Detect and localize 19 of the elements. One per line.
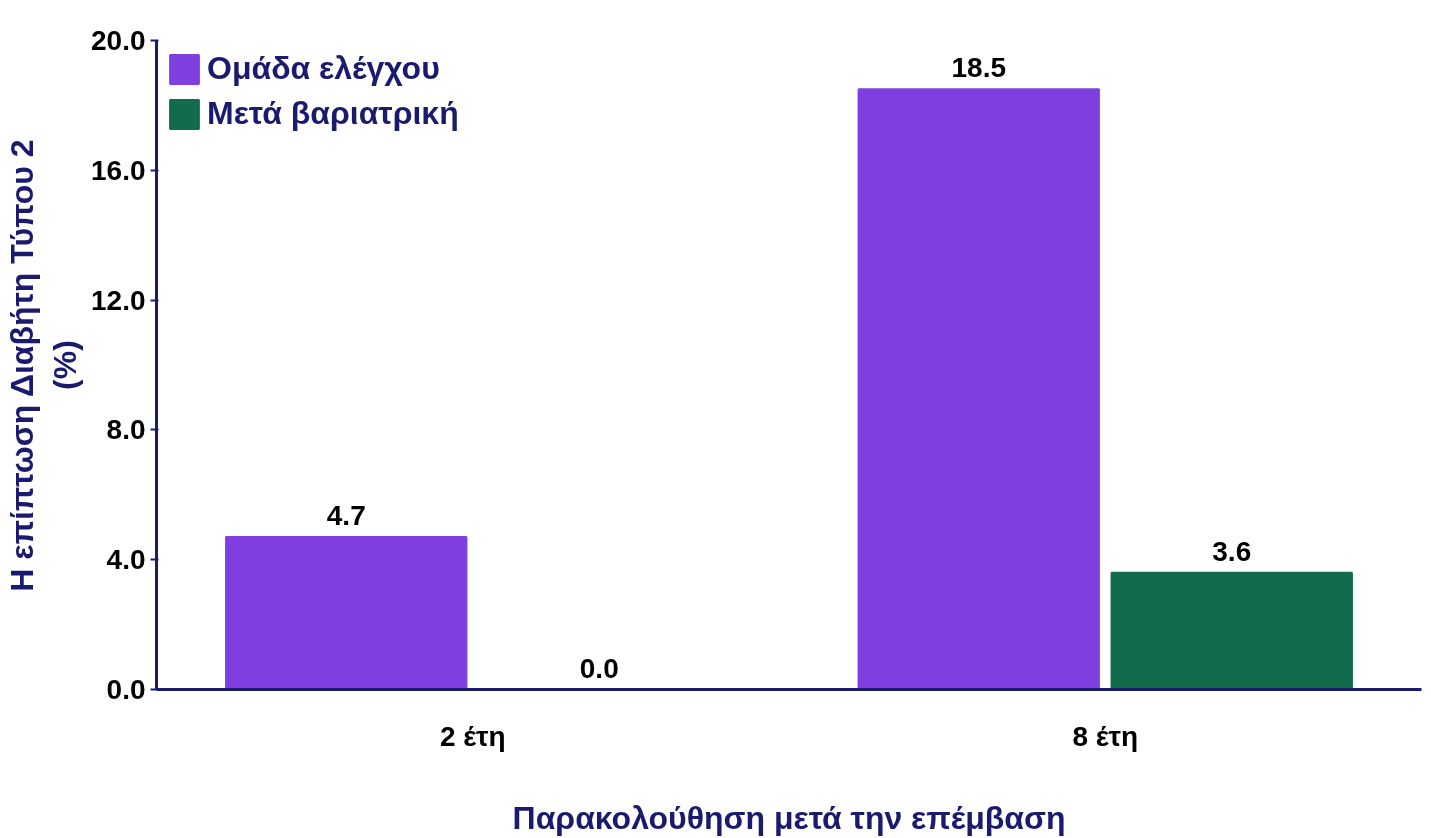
legend-label: Μετά βαριατρική bbox=[207, 95, 459, 132]
x-axis-title: Παρακολούθηση μετά την επέμβαση bbox=[512, 799, 1066, 836]
bar bbox=[225, 535, 468, 690]
y-tick-label: 16.0 bbox=[91, 154, 146, 186]
data-label: 3.6 bbox=[1212, 535, 1252, 567]
bar bbox=[857, 88, 1100, 690]
data-label: 4.7 bbox=[326, 499, 366, 531]
y-tick-label: 12.0 bbox=[91, 284, 146, 316]
data-label: 0.0 bbox=[579, 652, 619, 684]
x-tick-label: 2 έτη bbox=[439, 720, 506, 752]
y-tick-label: 20.0 bbox=[91, 25, 146, 56]
y-tick-label: 8.0 bbox=[106, 414, 146, 446]
y-tick-label: 0.0 bbox=[106, 674, 146, 705]
bar bbox=[1110, 571, 1353, 690]
y-axis-title: Η επίπτωση Διαβήτη Τύπου 2 (%) bbox=[3, 139, 83, 592]
x-tick-label: 8 έτη bbox=[1072, 720, 1139, 752]
data-label: 18.5 bbox=[951, 52, 1006, 84]
y-tick-label: 4.0 bbox=[106, 544, 146, 576]
legend-label: Ομάδα ελέγχου bbox=[207, 50, 440, 87]
